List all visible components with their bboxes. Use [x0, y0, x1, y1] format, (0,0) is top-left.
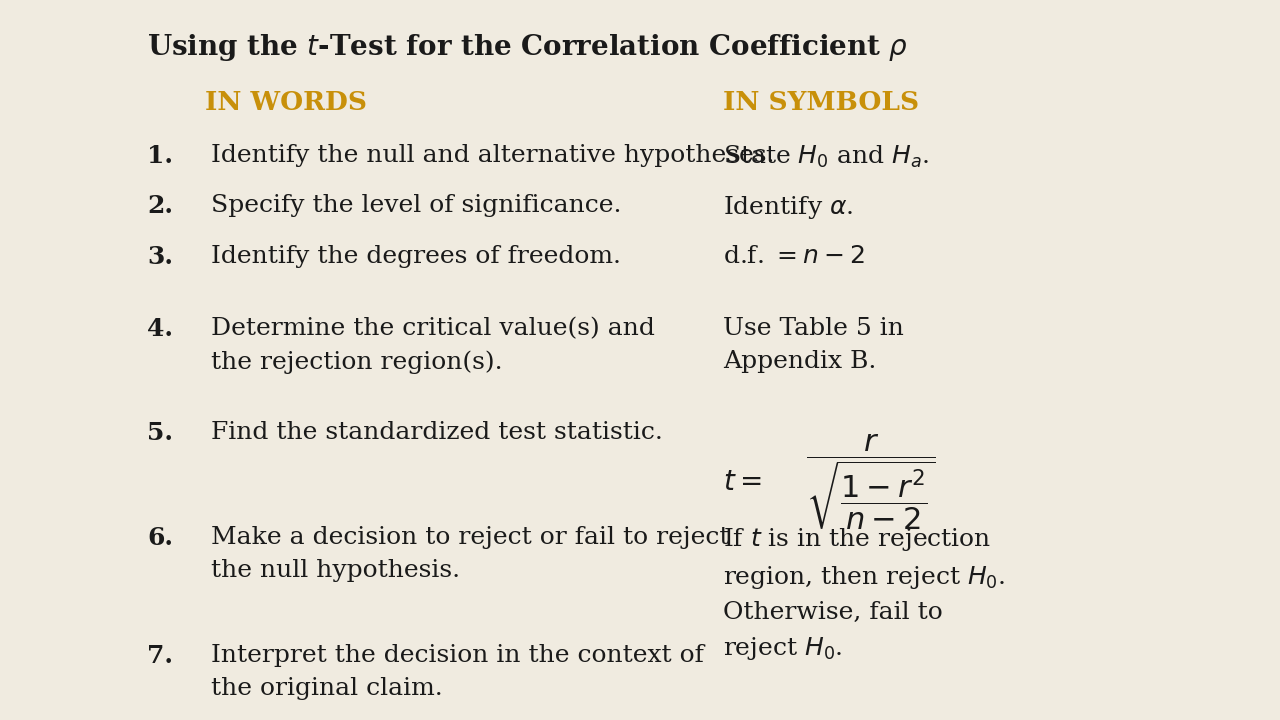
Text: Use Table 5 in
Appendix B.: Use Table 5 in Appendix B. [723, 317, 904, 373]
Text: State $H_0$ and $H_a$.: State $H_0$ and $H_a$. [723, 144, 929, 170]
Text: Specify the level of significance.: Specify the level of significance. [211, 194, 622, 217]
Text: Identify the degrees of freedom.: Identify the degrees of freedom. [211, 245, 621, 268]
Text: Identify the null and alternative hypotheses.: Identify the null and alternative hypoth… [211, 144, 774, 167]
Text: 4.: 4. [147, 317, 173, 341]
Text: $t = $: $t = $ [723, 469, 762, 496]
Text: Determine the critical value(s) and
the rejection region(s).: Determine the critical value(s) and the … [211, 317, 655, 374]
Text: Using the $t$-Test for the Correlation Coefficient $\rho$: Using the $t$-Test for the Correlation C… [147, 32, 909, 63]
Text: 1.: 1. [147, 144, 173, 168]
Text: IN WORDS: IN WORDS [205, 90, 367, 115]
Text: IN SYMBOLS: IN SYMBOLS [723, 90, 919, 115]
Text: Make a decision to reject or fail to reject
the null hypothesis.: Make a decision to reject or fail to rej… [211, 526, 730, 582]
Text: d.f. $= n - 2$: d.f. $= n - 2$ [723, 245, 865, 268]
Text: Find the standardized test statistic.: Find the standardized test statistic. [211, 421, 663, 444]
Text: 2.: 2. [147, 194, 173, 218]
Text: Interpret the decision in the context of
the original claim.: Interpret the decision in the context of… [211, 644, 704, 701]
Text: 6.: 6. [147, 526, 173, 549]
Text: 3.: 3. [147, 245, 173, 269]
Text: If $t$ is in the rejection
region, then reject $H_0$.
Otherwise, fail to
reject : If $t$ is in the rejection region, then … [723, 526, 1006, 662]
Text: Identify $\alpha$.: Identify $\alpha$. [723, 194, 854, 222]
Text: 5.: 5. [147, 421, 173, 445]
Text: $\dfrac{r}{\sqrt{\dfrac{1-r^2}{n-2}}}$: $\dfrac{r}{\sqrt{\dfrac{1-r^2}{n-2}}}$ [806, 433, 936, 532]
Text: 7.: 7. [147, 644, 173, 668]
